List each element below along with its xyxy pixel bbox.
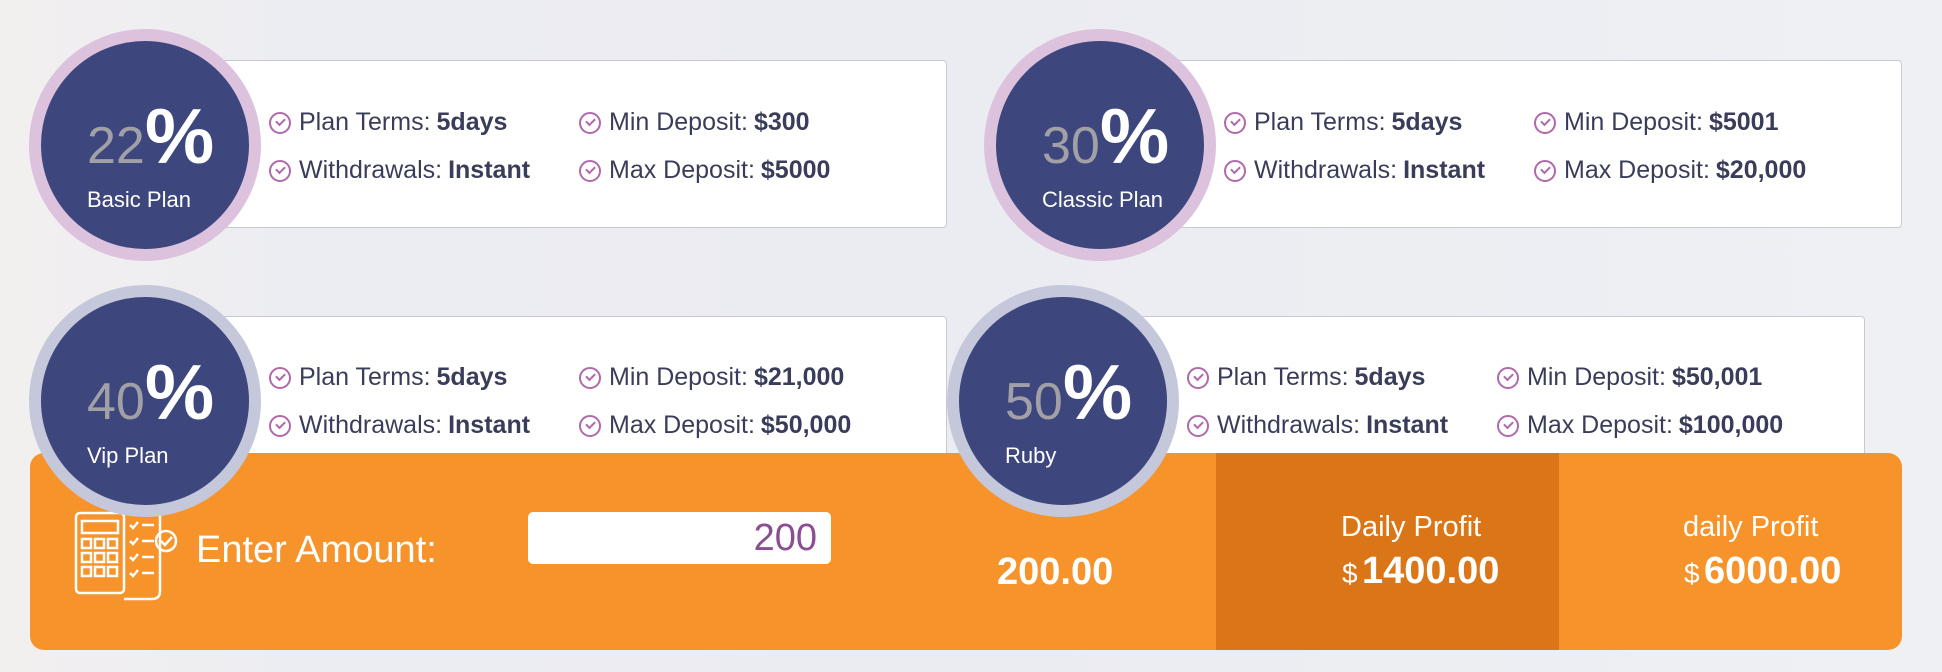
plan-terms: Plan Terms: 5days (1187, 363, 1425, 392)
check-circle-icon (579, 366, 601, 389)
plan-circle: 30% Classic Plan (996, 41, 1204, 249)
plan-min-deposit: Min Deposit: $21,000 (579, 363, 844, 392)
amount-input[interactable] (528, 512, 831, 564)
check-circle-icon (1224, 159, 1246, 182)
plan-withdrawals: Withdrawals: Instant (1224, 156, 1485, 185)
plan-circle: 40% Vip Plan (41, 297, 249, 505)
total-amount: 200.00 (997, 551, 1114, 593)
check-circle-icon (579, 111, 601, 134)
daily-profit-panel (1216, 453, 1559, 650)
plan-min-deposit: Min Deposit: $5001 (1534, 108, 1778, 137)
plan-max-deposit: Max Deposit: $50,000 (579, 411, 851, 440)
plan-min-deposit: Min Deposit: $300 (579, 108, 810, 137)
calculator-checklist-icon (74, 505, 178, 601)
check-circle-icon (269, 159, 291, 182)
plan-name: Ruby (1005, 443, 1057, 468)
plan-percent: 30% (1042, 92, 1170, 180)
plan-withdrawals: Withdrawals: Instant (1187, 411, 1448, 440)
plan-max-deposit: Max Deposit: $100,000 (1497, 411, 1783, 440)
plan-card-classic (1168, 60, 1902, 228)
plan-min-deposit: Min Deposit: $50,001 (1497, 363, 1762, 392)
plan-name: Basic Plan (87, 187, 191, 212)
plan-terms: Plan Terms: 5days (269, 108, 507, 137)
enter-amount-label: Enter Amount: (196, 529, 437, 571)
plan-badge-classic: 30% Classic Plan (984, 29, 1216, 261)
check-circle-icon (1497, 414, 1519, 437)
plan-max-deposit: Max Deposit: $20,000 (1534, 156, 1806, 185)
plan-name: Classic Plan (1042, 187, 1164, 212)
daily-profit-2-value: $ 6000.00 (1684, 550, 1842, 592)
check-circle-icon (1187, 366, 1209, 389)
check-circle-icon (579, 414, 601, 437)
plan-percent: 50% (1005, 348, 1133, 436)
daily-profit-label: Daily Profit (1341, 511, 1482, 543)
plan-percent: 22% (87, 92, 215, 180)
check-circle-icon (1534, 159, 1556, 182)
profit-calculator: Enter Amount: 200.00 Daily Profit $ 1400… (30, 453, 1902, 650)
check-circle-icon (579, 159, 601, 182)
check-circle-icon (269, 111, 291, 134)
plan-badge-ruby: 50% Ruby (947, 285, 1179, 517)
plan-badge-vip: 40% Vip Plan (29, 285, 261, 517)
plan-percent: 40% (87, 348, 215, 436)
plan-max-deposit: Max Deposit: $5000 (579, 156, 830, 185)
plan-withdrawals: Withdrawals: Instant (269, 156, 530, 185)
check-circle-icon (269, 414, 291, 437)
check-circle-icon (269, 366, 291, 389)
plan-terms: Plan Terms: 5days (269, 363, 507, 392)
plan-circle: 50% Ruby (959, 297, 1167, 505)
check-circle-icon (1497, 366, 1519, 389)
check-circle-icon (1534, 111, 1556, 134)
daily-profit-2-label: daily Profit (1683, 511, 1819, 543)
check-circle-icon (1224, 111, 1246, 134)
check-circle-icon (1187, 414, 1209, 437)
daily-profit-value: $ 1400.00 (1342, 550, 1500, 592)
plan-withdrawals: Withdrawals: Instant (269, 411, 530, 440)
plan-name: Vip Plan (87, 443, 169, 468)
plan-card-basic (213, 60, 947, 228)
plan-badge-basic: 22% Basic Plan (29, 29, 261, 261)
plan-circle: 22% Basic Plan (41, 41, 249, 249)
plan-terms: Plan Terms: 5days (1224, 108, 1462, 137)
